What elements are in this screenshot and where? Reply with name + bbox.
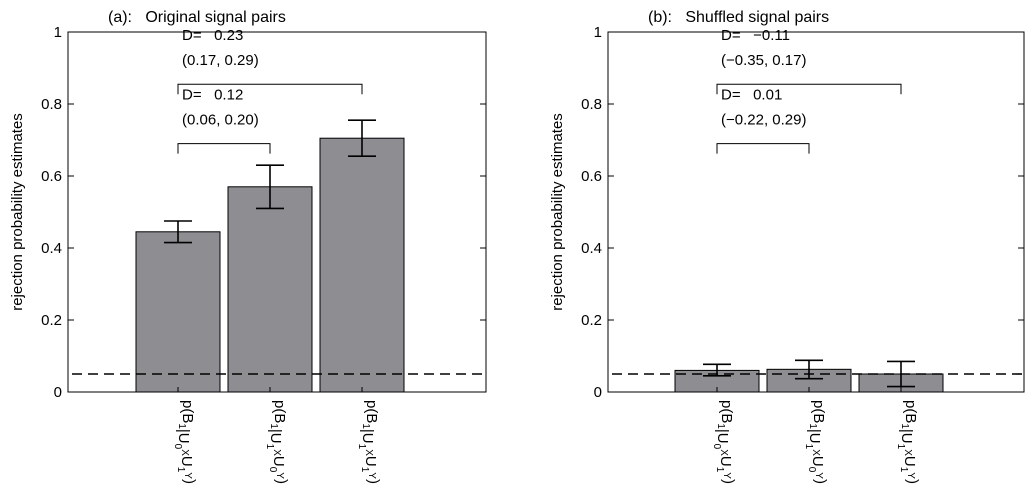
category-label: p(B1|U0XU1Y): [172, 400, 198, 484]
chart-panel-b: (b): Shuffled signal pairs 0 0.2 0.4 0.6 0.8 1…: [549, 9, 1024, 484]
category-label-text: p(B1|U1XU0Y): [264, 400, 290, 484]
annotation-interval: (−0.35, 0.17): [721, 52, 806, 69]
category-label-paren: ): [273, 479, 290, 484]
plot-area: [608, 32, 1024, 392]
category-label-part: U: [270, 456, 287, 467]
category-label-part: p(B: [902, 400, 919, 423]
chart-panel-a: (a): Original signal pairs 0 0.2 0.4 0.6 0.8 1…: [9, 9, 486, 484]
y-tick-label: 1: [594, 24, 602, 41]
y-tick-label: 0.6: [581, 168, 602, 185]
category-label-paren: ): [812, 479, 829, 484]
category-label-text: p(B1|U1XU0Y): [803, 400, 829, 484]
category-label-paren: ): [720, 479, 737, 484]
annotation-d-value: D= 0.12: [182, 87, 243, 104]
y-axis-label: rejection probability estimates: [9, 113, 26, 311]
category-label: p(B1|U0XU1Y): [711, 400, 737, 484]
category-label-part: U: [717, 456, 734, 467]
category-label-part: |U: [898, 429, 915, 444]
category-label-part: U: [901, 456, 918, 467]
annotation-d-value: D= 0.23: [182, 27, 243, 44]
annotation-interval: (0.17, 0.29): [182, 52, 259, 69]
y-tick-label: 0.2: [581, 312, 602, 329]
category-label: p(B1|U1XU0Y): [803, 400, 829, 484]
category-label: p(B1|U1XU1Y): [356, 400, 382, 484]
category-label-text: p(B1|U1XU1Y): [356, 400, 382, 484]
category-label-part: |U: [175, 429, 192, 444]
annotation-interval: (−0.22, 0.29): [721, 112, 806, 129]
category-label-part: |U: [806, 429, 823, 444]
category-label: p(B1|U1XU1Y): [895, 400, 921, 484]
category-label-paren: ): [181, 479, 198, 484]
category-label-part: U: [809, 456, 826, 467]
y-tick-label: 0.8: [581, 96, 602, 113]
y-axis-label: rejection probability estimates: [549, 113, 566, 311]
category-label: p(B1|U1XU0Y): [264, 400, 290, 484]
category-label-part: |U: [267, 429, 284, 444]
category-label-part: p(B: [271, 400, 288, 423]
annotation-interval: (0.06, 0.20): [182, 112, 259, 129]
chart-title: (b): Shuffled signal pairs: [648, 9, 829, 26]
category-label-part: p(B: [363, 400, 380, 423]
category-label-part: |U: [359, 429, 376, 444]
y-tick-label: 0.4: [581, 240, 602, 257]
category-label-part: U: [362, 456, 379, 467]
y-tick-label: 0.2: [41, 312, 62, 329]
comparison-bracket: [717, 144, 809, 154]
category-label-part: p(B: [179, 400, 196, 423]
category-label-text: p(B1|U1XU1Y): [895, 400, 921, 484]
category-label-text: p(B1|U0XU1Y): [172, 400, 198, 484]
bar: [136, 232, 220, 392]
category-label-part: |U: [714, 429, 731, 444]
y-tick-label: 0.4: [41, 240, 62, 257]
chart-title: (a): Original signal pairs: [108, 9, 286, 26]
y-tick-label: 1: [54, 24, 62, 41]
category-label-part: p(B: [718, 400, 735, 423]
annotation-d-value: D= −0.11: [721, 27, 790, 44]
comparison-bracket: [178, 144, 270, 154]
category-label-text: p(B1|U0XU1Y): [711, 400, 737, 484]
category-label-part: U: [178, 456, 195, 467]
y-tick-label: 0.8: [41, 96, 62, 113]
category-label-part: p(B: [810, 400, 827, 423]
bar: [320, 138, 404, 392]
category-label-paren: ): [365, 479, 382, 484]
bar: [228, 187, 312, 392]
category-label-paren: ): [904, 479, 921, 484]
annotation-d-value: D= 0.01: [721, 87, 782, 104]
y-tick-label: 0: [594, 384, 602, 401]
y-tick-label: 0: [54, 384, 62, 401]
y-tick-label: 0.6: [41, 168, 62, 185]
